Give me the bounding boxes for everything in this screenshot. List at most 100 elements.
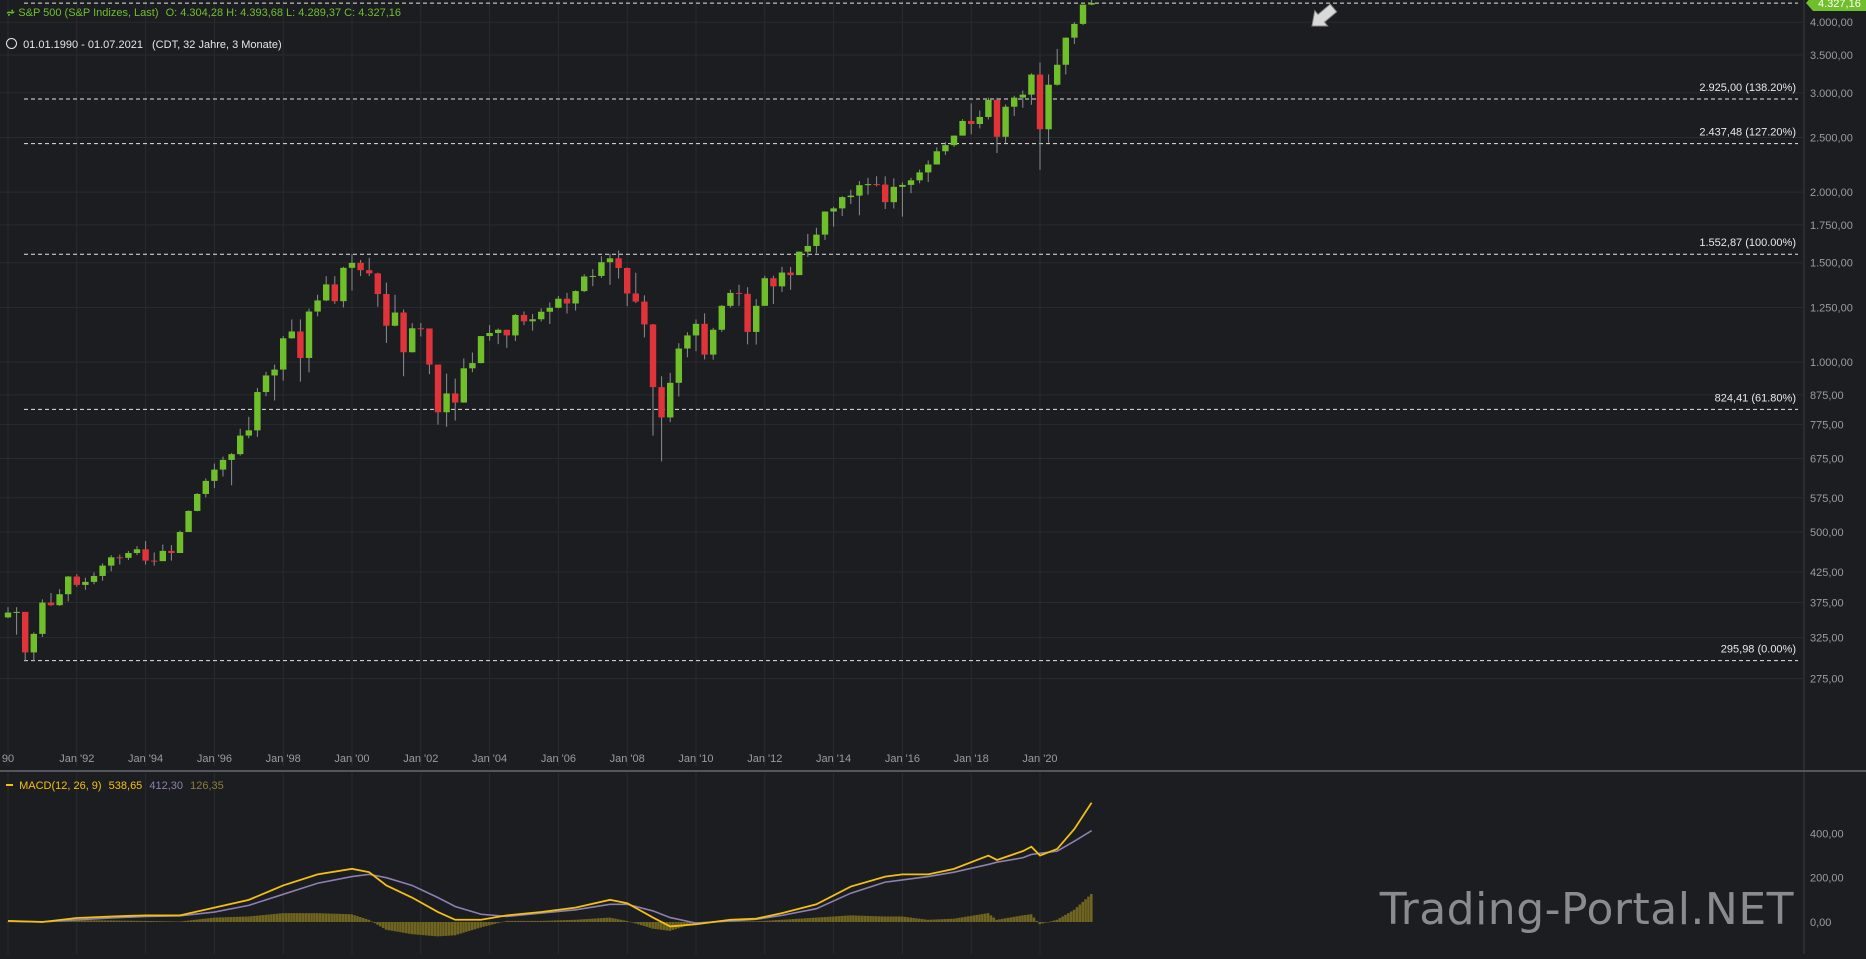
candle: [641, 301, 648, 325]
macd-histogram-bar: [413, 922, 417, 935]
macd-histogram-bar: [404, 922, 408, 934]
candle: [142, 549, 149, 561]
macd-histogram-bar: [1006, 917, 1010, 922]
macd-histogram-bar: [935, 919, 938, 922]
macd-histogram-bar: [617, 919, 620, 922]
macd-histogram-bar: [273, 913, 276, 922]
candle: [426, 328, 433, 365]
macd-histogram-bar: [445, 922, 448, 936]
macd-histogram-bar: [857, 915, 861, 922]
macd-histogram-bar: [361, 917, 365, 922]
macd-histogram-bar: [187, 920, 190, 922]
fib-level-label: 2.437,48 (127.20%): [1699, 127, 1796, 139]
macd-histogram-bar: [622, 920, 626, 922]
macd-histogram-bar: [579, 919, 583, 922]
candle: [959, 120, 966, 136]
macd-histogram-bar: [926, 919, 930, 922]
macd-histogram-bar: [943, 919, 947, 922]
candle: [598, 262, 605, 276]
macd-hist-value: 126,35: [190, 780, 224, 792]
macd-histogram-bar: [662, 922, 666, 931]
macd-histogram-bar: [169, 921, 173, 922]
macd-histogram-bar: [625, 920, 629, 922]
macd-line: [7, 802, 1093, 928]
arrow-annotation: [1311, 3, 1338, 27]
macd-histogram-bar: [356, 916, 359, 922]
macd-histogram-bar: [192, 919, 196, 922]
macd-histogram-bar: [571, 919, 574, 922]
macd-histogram-bar: [447, 922, 451, 936]
macd-histogram-bar: [737, 921, 740, 922]
macd-histogram-bar: [1049, 921, 1053, 922]
macd-histogram-bar: [631, 922, 634, 923]
macd-histogram-bar: [634, 922, 637, 924]
y-tick-label: 275,00: [1810, 674, 1844, 686]
candle: [280, 338, 287, 370]
macd-histogram-bar: [843, 915, 847, 922]
candle: [968, 120, 975, 125]
candle: [993, 99, 1001, 137]
macd-histogram-bar: [883, 916, 887, 922]
candle: [512, 314, 519, 336]
range-info: (CDT, 32 Jahre, 3 Monate): [152, 39, 282, 51]
macd-histogram-bar: [955, 918, 958, 922]
macd-histogram-bar: [295, 913, 299, 922]
candle: [228, 454, 235, 460]
candle: [443, 393, 450, 413]
macd-histogram-bar: [1012, 916, 1016, 922]
macd-histogram-bar: [863, 915, 867, 922]
macd-histogram-bar: [817, 917, 821, 922]
macd-histogram-bar: [12, 921, 15, 923]
macd-histogram-bar: [433, 922, 437, 937]
macd-histogram-bar: [499, 922, 503, 923]
candle: [925, 164, 932, 173]
macd-histogram-bar: [800, 918, 804, 922]
macd-histogram-bar: [60, 921, 64, 922]
macd-histogram-bar: [820, 917, 824, 922]
macd-histogram-bar: [814, 917, 818, 922]
macd-histogram-bar: [493, 922, 497, 924]
candle: [856, 185, 863, 196]
macd-histogram-bar: [854, 915, 858, 922]
candle: [90, 575, 98, 582]
macd-histogram-bar: [754, 921, 758, 922]
macd-histogram-bar: [275, 913, 279, 922]
macd-histogram-bar: [66, 920, 70, 922]
macd-histogram-bar: [78, 920, 81, 922]
candle: [168, 550, 175, 554]
macd-histogram-bar: [872, 916, 875, 922]
macd-histogram-bar: [238, 916, 242, 922]
arrow-icon: [1311, 3, 1338, 27]
macd-histogram-bar: [459, 922, 462, 934]
candle: [1036, 74, 1044, 130]
macd-histogram-bar: [846, 915, 849, 922]
macd-histogram-bar: [660, 922, 663, 930]
macd-histogram-bar: [15, 921, 18, 923]
macd-histogram-bar: [442, 922, 445, 937]
macd-histogram-bar: [1029, 914, 1033, 922]
macd-histogram-bar: [215, 917, 219, 922]
macd-histogram-bar: [17, 921, 21, 923]
macd-histogram-bar: [453, 922, 457, 936]
macd-histogram-bar: [823, 917, 826, 922]
macd-histogram-bar: [69, 920, 73, 922]
macd-histogram-bar: [923, 919, 927, 922]
macd-histogram-bar: [101, 920, 104, 922]
macd-histogram-bar: [373, 922, 376, 924]
macd-histogram-bar: [978, 914, 981, 922]
macd-histogram-bar: [58, 921, 61, 922]
macd-histogram-bar: [829, 916, 832, 922]
candle: [1088, 2, 1095, 5]
macd-histogram-bar: [456, 922, 460, 935]
y-tick-label: 3.000,00: [1810, 88, 1853, 100]
macd-histogram-bar: [132, 920, 136, 922]
macd-value: 538,65: [108, 780, 143, 792]
candle: [4, 612, 12, 618]
candle: [907, 180, 915, 185]
candle: [452, 393, 459, 403]
macd-histogram-bar: [1087, 896, 1090, 922]
candle: [434, 364, 442, 413]
macd-histogram-bar: [367, 919, 371, 922]
candle: [219, 459, 227, 470]
